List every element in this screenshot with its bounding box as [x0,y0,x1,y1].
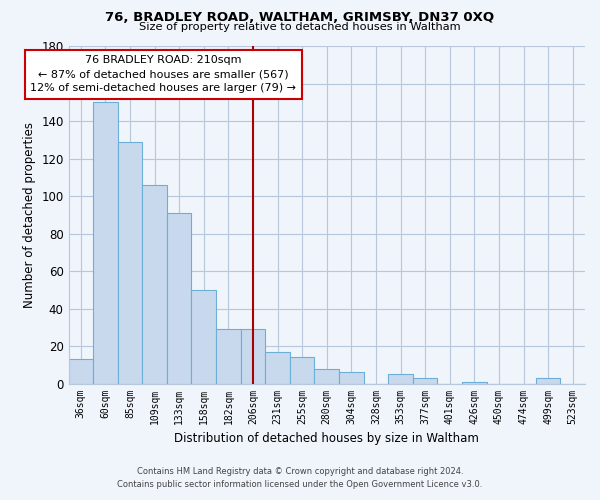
Bar [93,102,118,384]
Bar [118,142,142,384]
Bar [142,185,167,384]
Text: 76 BRADLEY ROAD: 210sqm
← 87% of detached houses are smaller (567)
12% of semi-d: 76 BRADLEY ROAD: 210sqm ← 87% of detache… [31,56,296,94]
Bar [191,290,216,384]
Text: Contains HM Land Registry data © Crown copyright and database right 2024.
Contai: Contains HM Land Registry data © Crown c… [118,467,482,489]
Bar [167,213,191,384]
Bar [265,352,290,384]
Bar [314,368,339,384]
Bar [290,358,314,384]
Text: Size of property relative to detached houses in Waltham: Size of property relative to detached ho… [139,22,461,32]
X-axis label: Distribution of detached houses by size in Waltham: Distribution of detached houses by size … [175,432,479,445]
Bar [536,378,560,384]
Bar [241,329,265,384]
Y-axis label: Number of detached properties: Number of detached properties [23,122,36,308]
Bar [462,382,487,384]
Bar [68,359,93,384]
Bar [388,374,413,384]
Bar [216,329,241,384]
Bar [339,372,364,384]
Text: 76, BRADLEY ROAD, WALTHAM, GRIMSBY, DN37 0XQ: 76, BRADLEY ROAD, WALTHAM, GRIMSBY, DN37… [106,11,494,24]
Bar [413,378,437,384]
